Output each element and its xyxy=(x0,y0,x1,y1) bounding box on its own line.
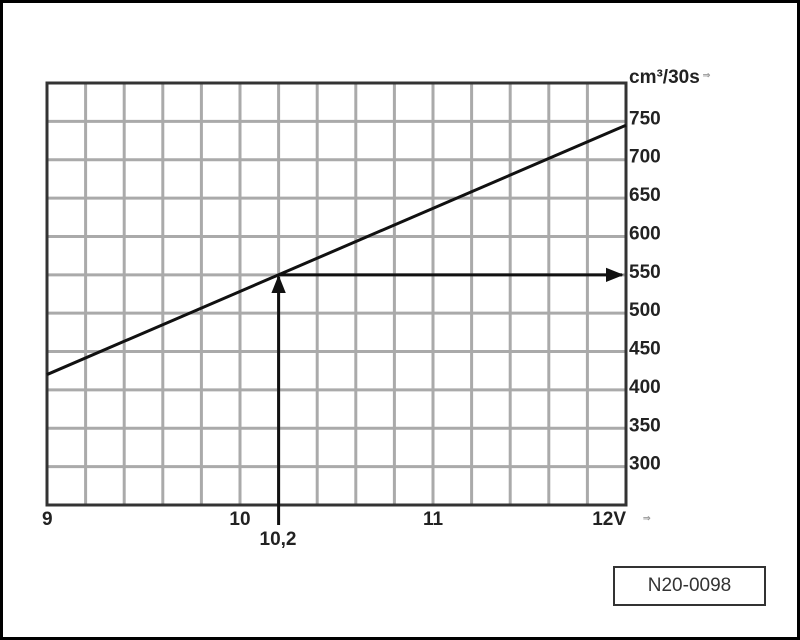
y-tick-label: 400 xyxy=(629,377,661,398)
annotation-label: 10,2 xyxy=(260,529,297,550)
y-tick-label: 500 xyxy=(629,300,661,321)
y-tick-label: 750 xyxy=(629,108,661,129)
y-tick-label: 550 xyxy=(629,262,661,283)
plot-border xyxy=(45,81,628,507)
y-tick-label: 450 xyxy=(629,339,661,360)
reference-box: N20-0098 xyxy=(613,566,766,606)
y-tick-label: 350 xyxy=(629,415,661,436)
x-tick-label: 11 xyxy=(423,509,444,530)
series-line xyxy=(46,123,627,376)
x-tick-label: 10 xyxy=(229,509,250,530)
y-tick-label: 650 xyxy=(629,185,661,206)
y-tick-label: 300 xyxy=(629,454,661,475)
y-tick-label: 700 xyxy=(629,147,661,168)
x-tick-label: 9 xyxy=(42,509,53,530)
x-axis-note: ⇒ xyxy=(643,513,651,523)
x-tick-label: 12V xyxy=(592,509,626,530)
y-axis-label: cm³/30s ⇒ xyxy=(629,67,711,88)
y-tick-label: 600 xyxy=(629,223,661,244)
